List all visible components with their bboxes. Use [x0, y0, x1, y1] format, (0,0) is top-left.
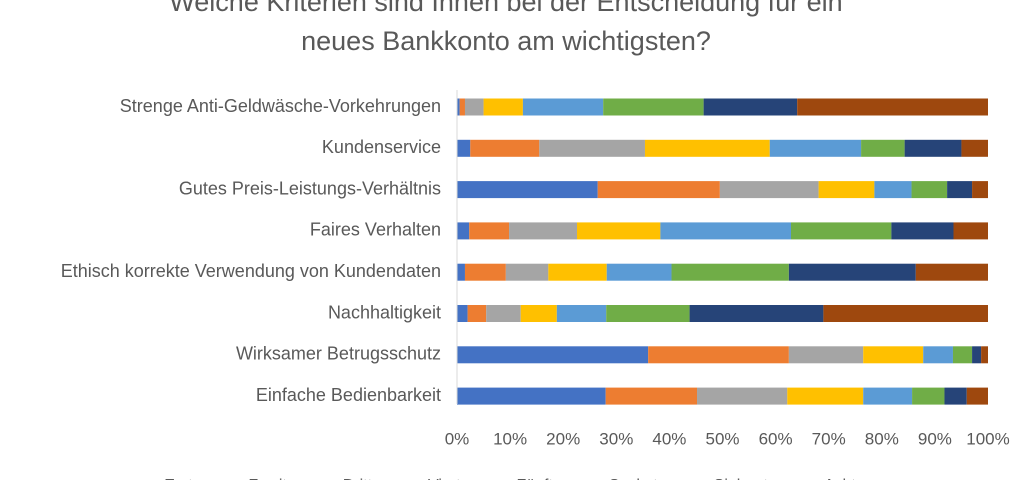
bar-einfache-bedienbarkeit-erste	[457, 387, 606, 405]
bar-wirksamer-betrugsschutz-achte	[981, 346, 988, 364]
bar-wirksamer-betrugsschutz-siebente	[972, 346, 982, 364]
x-tick-label: 40%	[652, 429, 686, 448]
bar-gutes-preis-leistungs-verhaeltnis-erste	[457, 181, 598, 199]
bar-faires-verhalten-sechste	[791, 222, 892, 240]
legend-label-siebente: Siebente	[714, 477, 777, 480]
bar-einfache-bedienbarkeit-siebente	[944, 387, 967, 405]
category-label: Nachhaltigkeit	[328, 302, 441, 322]
legend-label-achte: Achte	[824, 477, 865, 480]
bar-einfache-bedienbarkeit-fuenfte	[863, 387, 913, 405]
bar-kundenservice-vierte	[644, 139, 770, 157]
bar-wirksamer-betrugsschutz-zweite	[648, 346, 789, 364]
legend-label-sechste: Sechste	[609, 477, 667, 480]
bar-gutes-preis-leistungs-verhaeltnis-achte	[972, 181, 988, 199]
bar-faires-verhalten-dritte	[509, 222, 578, 240]
x-tick-label: 30%	[599, 429, 633, 448]
x-tick-label: 70%	[812, 429, 846, 448]
legend-label-erste: Erste	[164, 477, 201, 480]
bar-faires-verhalten-fuenfte	[660, 222, 791, 240]
x-axis: 0% 10% 20% 30% 40% 50% 60% 70% 80% 90% 100%	[445, 90, 1010, 448]
bar-faires-verhalten-erste	[457, 222, 470, 240]
category-label: Ethisch korrekte Verwendung von Kundenda…	[61, 261, 441, 281]
bar-ethisch-korrekte-verwendung-von-kundendaten-siebente	[788, 263, 916, 281]
chart-title-line-2: neues Bankkonto am wichtigsten?	[301, 26, 711, 56]
bar-kundenservice-erste	[457, 139, 471, 157]
bar-einfache-bedienbarkeit-zweite	[605, 387, 698, 405]
bar-ethisch-korrekte-verwendung-von-kundendaten-fuenfte	[606, 263, 672, 281]
bar-wirksamer-betrugsschutz-sechste	[952, 346, 973, 364]
legend-label-zweite: Zweite	[249, 477, 296, 480]
bar-kundenservice-sechste	[861, 139, 905, 157]
x-tick-label: 10%	[493, 429, 527, 448]
bar-nachhaltigkeit-dritte	[486, 305, 521, 322]
bar-kundenservice-achte	[961, 139, 988, 157]
bar-strenge-anti-geldwaesche-vorkehrungen-fuenfte	[522, 98, 604, 116]
bar-strenge-anti-geldwaesche-vorkehrungen-dritte	[464, 98, 484, 116]
bar-nachhaltigkeit-zweite	[467, 305, 487, 322]
bar-wirksamer-betrugsschutz-erste	[457, 346, 649, 364]
bar-faires-verhalten-achte	[953, 222, 988, 240]
legend-label-dritte: Dritte	[343, 477, 381, 480]
bar-faires-verhalten-siebente	[891, 222, 954, 240]
bar-gutes-preis-leistungs-verhaeltnis-sechste	[911, 181, 948, 199]
category-label: Kundenservice	[322, 137, 441, 157]
bar-kundenservice-fuenfte	[769, 139, 862, 157]
bar-gutes-preis-leistungs-verhaeltnis-siebente	[947, 181, 973, 199]
bar-einfache-bedienbarkeit-dritte	[697, 387, 788, 405]
bar-nachhaltigkeit-siebente	[689, 305, 824, 322]
bar-strenge-anti-geldwaesche-vorkehrungen-achte	[797, 98, 988, 116]
bar-einfache-bedienbarkeit-vierte	[787, 387, 864, 405]
bar-nachhaltigkeit-achte	[823, 305, 988, 322]
bar-strenge-anti-geldwaesche-vorkehrungen-sechste	[603, 98, 704, 116]
bar-strenge-anti-geldwaesche-vorkehrungen-zweite	[459, 98, 465, 116]
category-label: Einfache Bedienbarkeit	[256, 385, 441, 405]
bar-wirksamer-betrugsschutz-fuenfte	[923, 346, 953, 364]
legend: Erste Zweite Dritte Vierte Fünfte Sechste Sieb…	[164, 477, 865, 480]
bar-gutes-preis-leistungs-verhaeltnis-fuenfte	[874, 181, 912, 199]
bar-gutes-preis-leistungs-verhaeltnis-zweite	[597, 181, 720, 199]
bar-faires-verhalten-vierte	[577, 222, 661, 240]
x-tick-label: 50%	[705, 429, 739, 448]
bar-strenge-anti-geldwaesche-vorkehrungen-siebente	[703, 98, 798, 116]
bar-ethisch-korrekte-verwendung-von-kundendaten-achte	[915, 263, 988, 281]
x-tick-label: 20%	[546, 429, 580, 448]
chart-title: Welche Kriterien sind Ihnen bei der Ents…	[169, 0, 842, 56]
bar-gutes-preis-leistungs-verhaeltnis-vierte	[818, 181, 875, 199]
bar-einfache-bedienbarkeit-sechste	[912, 387, 945, 405]
bar-ethisch-korrekte-verwendung-von-kundendaten-erste	[457, 263, 465, 281]
legend-label-fuenfte: Fünfte	[516, 477, 561, 480]
bar-faires-verhalten-zweite	[469, 222, 510, 240]
bar-ethisch-korrekte-verwendung-von-kundendaten-sechste	[671, 263, 789, 281]
bar-kundenservice-dritte	[539, 139, 645, 157]
x-tick-label: 60%	[759, 429, 793, 448]
x-tick-label: 100%	[966, 429, 1009, 448]
bar-ethisch-korrekte-verwendung-von-kundendaten-zweite	[464, 263, 506, 281]
bar-nachhaltigkeit-sechste	[606, 305, 690, 322]
bar-wirksamer-betrugsschutz-dritte	[788, 346, 864, 364]
bar-nachhaltigkeit-vierte	[520, 305, 557, 322]
bar-gutes-preis-leistungs-verhaeltnis-dritte	[719, 181, 819, 199]
bar-ethisch-korrekte-verwendung-von-kundendaten-dritte	[505, 263, 549, 281]
plot-area: Strenge Anti-Geldwäsche-Vorkehrungen Kund…	[61, 96, 988, 405]
bar-ethisch-korrekte-verwendung-von-kundendaten-vierte	[548, 263, 607, 281]
x-tick-label: 80%	[865, 429, 899, 448]
bar-nachhaltigkeit-erste	[457, 305, 468, 322]
bar-einfache-bedienbarkeit-achte	[966, 387, 988, 405]
chart-title-line-1: Welche Kriterien sind Ihnen bei der Ents…	[169, 0, 842, 17]
bar-strenge-anti-geldwaesche-vorkehrungen-erste	[457, 98, 460, 116]
x-tick-label: 90%	[918, 429, 952, 448]
bar-kundenservice-siebente	[904, 139, 962, 157]
category-label: Faires Verhalten	[310, 220, 441, 240]
category-label: Gutes Preis-Leistungs-Verhältnis	[179, 178, 441, 198]
bar-nachhaltigkeit-fuenfte	[556, 305, 607, 322]
legend-label-vierte: Vierte	[428, 477, 470, 480]
bar-wirksamer-betrugsschutz-vierte	[863, 346, 924, 364]
x-tick-label: 0%	[445, 429, 470, 448]
category-label: Strenge Anti-Geldwäsche-Vorkehrungen	[120, 96, 441, 116]
bar-kundenservice-zweite	[470, 139, 540, 157]
category-label: Wirksamer Betrugsschutz	[236, 344, 441, 364]
bar-strenge-anti-geldwaesche-vorkehrungen-vierte	[483, 98, 523, 116]
